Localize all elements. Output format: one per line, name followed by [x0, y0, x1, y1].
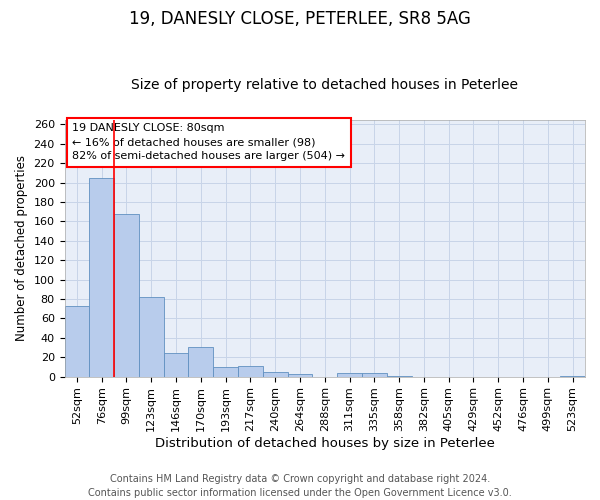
Bar — [362, 372, 387, 376]
Bar — [139, 297, 164, 376]
Text: 19 DANESLY CLOSE: 80sqm
← 16% of detached houses are smaller (98)
82% of semi-de: 19 DANESLY CLOSE: 80sqm ← 16% of detache… — [73, 124, 346, 162]
Bar — [263, 372, 287, 376]
Bar — [238, 366, 263, 376]
Bar — [337, 372, 362, 376]
Bar — [188, 348, 213, 376]
Bar — [114, 214, 139, 376]
Title: Size of property relative to detached houses in Peterlee: Size of property relative to detached ho… — [131, 78, 518, 92]
Bar — [164, 354, 188, 376]
Bar — [213, 367, 238, 376]
Text: Contains HM Land Registry data © Crown copyright and database right 2024.
Contai: Contains HM Land Registry data © Crown c… — [88, 474, 512, 498]
Bar — [89, 178, 114, 376]
X-axis label: Distribution of detached houses by size in Peterlee: Distribution of detached houses by size … — [155, 437, 495, 450]
Y-axis label: Number of detached properties: Number of detached properties — [15, 155, 28, 341]
Text: 19, DANESLY CLOSE, PETERLEE, SR8 5AG: 19, DANESLY CLOSE, PETERLEE, SR8 5AG — [129, 10, 471, 28]
Bar — [65, 306, 89, 376]
Bar — [287, 374, 313, 376]
